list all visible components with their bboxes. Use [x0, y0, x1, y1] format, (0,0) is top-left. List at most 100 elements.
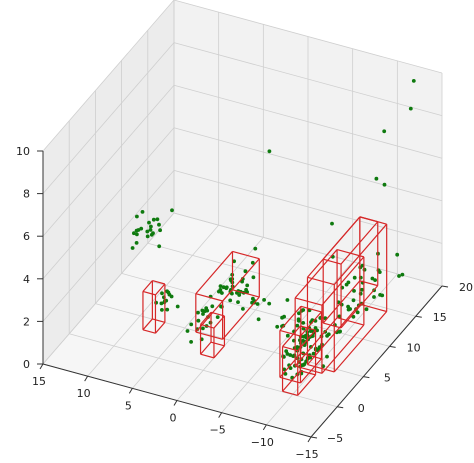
y-grid-line	[147, 242, 416, 317]
scatter-point	[285, 298, 290, 302]
y-tick-label: 20	[459, 281, 473, 294]
scatter-point	[158, 228, 163, 233]
z-grid-line	[173, 127, 443, 202]
bounding-box-edge	[307, 276, 335, 286]
tick-labels: 15 10 5 0 −5 −10 −15 −5 0 5 10 15 20 0 2 4 6 8 10	[16, 145, 473, 461]
scatter-point	[220, 291, 224, 295]
scatter-point	[250, 260, 255, 265]
scatter-point	[218, 284, 223, 288]
bounding-box-edge	[213, 345, 225, 359]
scatter-point	[148, 228, 153, 232]
bounding-box-edge	[279, 376, 301, 384]
scatter-point	[364, 307, 369, 312]
scatter-point	[170, 208, 174, 213]
bounding-box-edge	[294, 365, 323, 374]
y-tick-label: 15	[433, 311, 447, 324]
scatter-point	[395, 252, 400, 257]
y-tick-label: 0	[358, 402, 365, 415]
scatter-point	[149, 232, 154, 237]
scatter-point	[288, 366, 293, 370]
bounding-box-edge	[282, 325, 301, 347]
scatter-point	[210, 304, 215, 309]
bounding-boxes	[142, 216, 388, 396]
axes-panes	[43, 0, 442, 437]
bounding-box-edge	[232, 250, 260, 260]
bounding-box-edge	[142, 329, 156, 334]
y-tick-label: 10	[407, 341, 421, 354]
bounding-box-edge	[307, 364, 335, 373]
x-tick-label: −15	[295, 448, 318, 461]
scatter-point	[374, 176, 379, 181]
bounding-box-edge	[200, 323, 215, 329]
scatter-point	[224, 285, 229, 290]
scatter-point	[189, 322, 194, 327]
z-grid-line	[173, 42, 443, 116]
bounding-box-edge	[142, 318, 153, 331]
bounding-box-edge	[195, 293, 223, 302]
scatter-point	[221, 285, 226, 290]
scatter-point	[228, 298, 233, 303]
bounding-box-edge	[323, 322, 342, 329]
scatter-point	[275, 324, 280, 329]
z-grid-line	[42, 84, 175, 237]
x-tick	[128, 388, 133, 394]
bounding-box-edge	[279, 305, 302, 331]
scatter-point	[140, 210, 145, 214]
bounding-box-edge	[300, 352, 322, 360]
scatter-point	[147, 220, 151, 225]
z-grid-line	[42, 212, 175, 365]
scatter-point	[243, 269, 248, 274]
scatter-point	[308, 329, 313, 333]
z-grid-line	[173, 0, 443, 74]
bounding-box	[306, 216, 388, 373]
scatter-point	[292, 353, 297, 358]
y-tick	[415, 315, 422, 318]
scatter-point	[256, 317, 261, 322]
scatter-point	[267, 149, 272, 154]
bounding-box-edge	[279, 329, 301, 337]
bounding-box-edge	[359, 303, 387, 313]
bounding-box-edge	[321, 324, 365, 374]
scatter-point	[204, 306, 209, 311]
scatter-point	[255, 302, 260, 306]
bounding-box-edge	[195, 331, 223, 340]
scatter-point	[352, 289, 356, 293]
bounding-box-edge	[222, 296, 260, 340]
scatter-point	[308, 355, 313, 360]
scatter-points	[130, 79, 416, 380]
scatter-point	[297, 311, 301, 316]
scatter-point	[285, 333, 290, 338]
scatter-point	[330, 221, 334, 226]
bounding-box-edge	[323, 258, 342, 265]
bounding-box-edge	[359, 280, 378, 287]
bounding-box	[142, 280, 166, 334]
bounding-box-edge	[232, 289, 260, 298]
scatter-point	[382, 129, 387, 134]
scatter-point	[201, 326, 205, 331]
bounding-box-edge	[222, 258, 260, 302]
bounding-box-edge	[155, 283, 166, 296]
z-grid-line	[42, 0, 175, 152]
scatter-point	[397, 274, 401, 278]
scatter-point	[408, 106, 413, 111]
bounding-box-edge	[359, 216, 378, 223]
x-tick	[218, 412, 223, 418]
z-grid-line	[42, 127, 175, 280]
scatter-point	[149, 224, 153, 229]
scatter-point	[167, 292, 172, 297]
scatter-point	[251, 275, 256, 280]
y-grid-line	[95, 303, 364, 377]
y-tick	[310, 436, 318, 439]
x-tick	[84, 375, 89, 382]
bounding-box-edge	[155, 321, 166, 334]
tick-marks	[37, 150, 449, 443]
scatter-point	[139, 226, 144, 231]
bounding-box-edge	[333, 311, 388, 373]
bounding-box-edge	[200, 353, 215, 359]
bounding-box-edge	[340, 285, 379, 329]
z-grid-line	[173, 212, 443, 287]
scatter-point	[217, 289, 221, 294]
z-tick-label: 2	[23, 315, 30, 328]
y-grid-line	[121, 273, 390, 347]
scatter-point	[134, 228, 139, 233]
